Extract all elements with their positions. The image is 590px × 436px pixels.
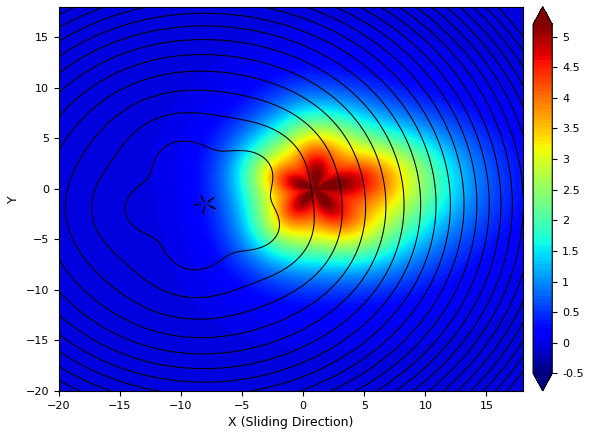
PathPatch shape <box>533 373 552 391</box>
Y-axis label: Y: Y <box>7 195 20 203</box>
PathPatch shape <box>533 7 552 24</box>
X-axis label: X (Sliding Direction): X (Sliding Direction) <box>228 416 353 429</box>
